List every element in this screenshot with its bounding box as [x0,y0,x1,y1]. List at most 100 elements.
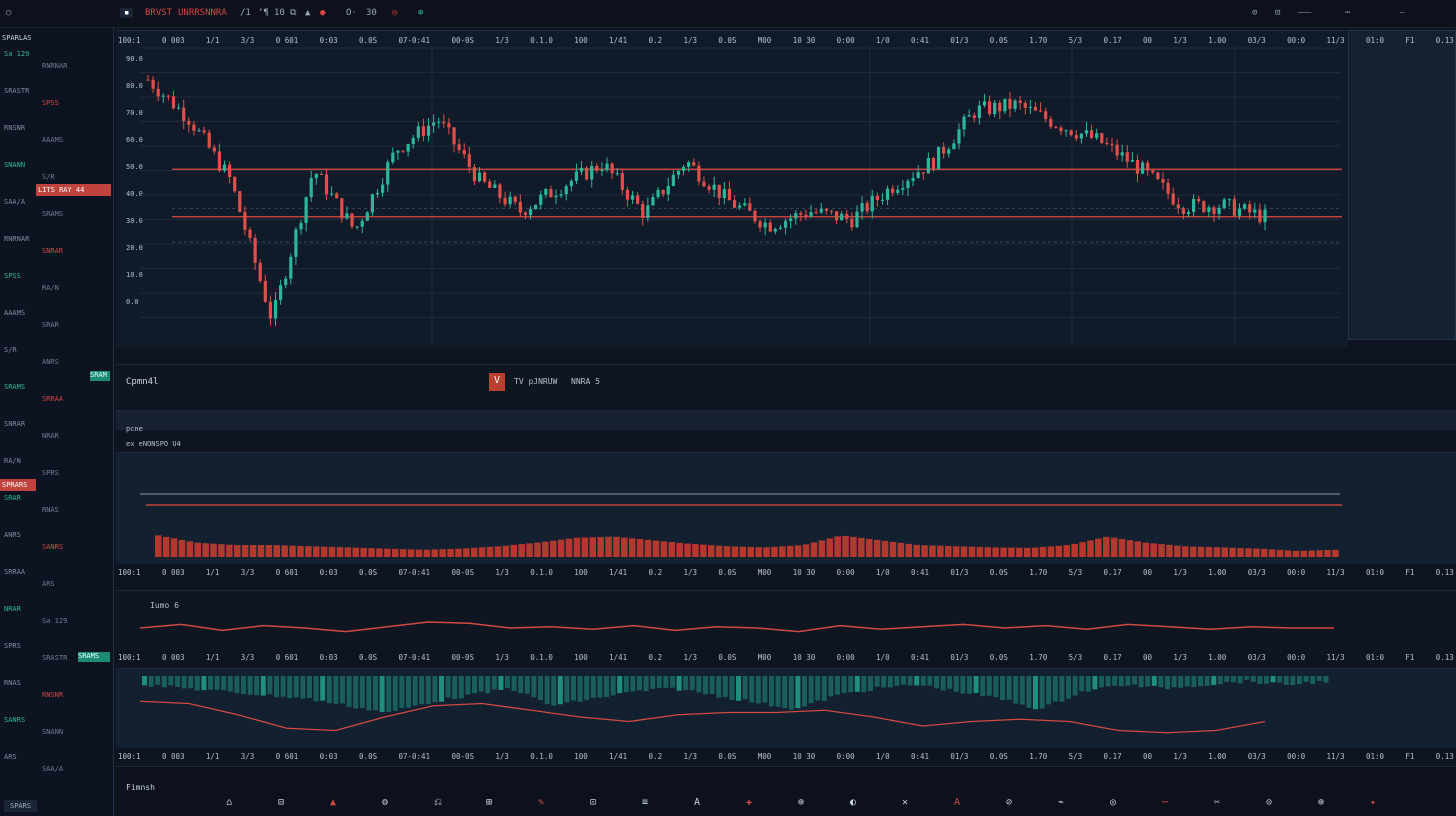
candle [319,173,324,175]
toolbar-tool[interactable]: ⊙ [1266,797,1273,808]
highlight-row-teal-2[interactable]: SRAMS [78,652,110,662]
watchlist-row[interactable]: SNRAR [4,420,26,428]
toolbar-tool[interactable]: ✦ [1370,797,1377,808]
toolbar-tool[interactable]: ✂ [1214,797,1221,808]
candle [483,172,487,182]
watchlist-row[interactable]: SANRS [4,716,26,724]
watchlist-row[interactable]: SRRAA [4,568,26,576]
candle [738,205,742,208]
time-tick: 00-0S [451,653,475,662]
toolbar-tool[interactable]: ◎ [1110,797,1117,808]
indicator-badge[interactable]: V [489,373,505,391]
watchlist-row[interactable]: ARS [4,753,17,761]
volume-panel[interactable] [116,452,1456,564]
watchlist-row[interactable]: S/R [4,346,17,354]
watchlist-row[interactable]: Sa 129 [4,50,30,58]
record-icon[interactable]: ● [320,8,326,18]
main-chart-panel[interactable] [116,30,1348,348]
toolbar-tool[interactable]: A [694,797,701,808]
candle [666,185,670,195]
time-tick: 0.1.0 [530,568,553,577]
tool-5[interactable]: ▲ [305,8,311,18]
toolbar-tool[interactable]: ≡ [642,797,649,808]
toolbar-tool[interactable]: ⌂ [226,797,233,808]
right-tool-2[interactable]: ⊡ [1275,8,1281,18]
toolbar-tool[interactable]: ✎ [538,797,545,808]
toolbar-tool[interactable]: ⚙ [382,797,389,808]
toolbar-tool[interactable]: ⊞ [486,797,493,808]
toolbar-tool[interactable]: ⎌ [434,797,442,808]
watchlist-row[interactable]: SRAR [4,494,21,502]
symbol-label[interactable]: BRVST [145,8,173,18]
candle [636,195,640,204]
toolbar-tool[interactable]: ✚ [746,797,753,808]
watchlist-row[interactable]: SRAMS [4,383,26,391]
tool-2[interactable]: ʼ¶ [258,8,269,18]
tool-7[interactable]: O· [346,8,357,18]
toolbar-tool[interactable]: ⊘ [1006,797,1013,808]
toolbar-tool[interactable]: ✕ [902,797,909,808]
toolbar-tool[interactable]: ⊕ [798,797,805,808]
watchlist-row[interactable]: ANRS [4,531,21,539]
menu-icon[interactable]: ○ [6,8,12,18]
tool-3[interactable]: 10 [274,8,285,18]
watchlist-row-value: SRASTR [42,654,68,662]
toolbar-tool[interactable]: ⊕ [1318,797,1325,808]
watchlist-row[interactable]: NRAR [4,605,21,613]
time-tick: 1.00 [1208,653,1227,662]
teal-icon[interactable]: ⊕ [418,8,424,18]
watchlist-row[interactable]: RNSNR [4,124,26,132]
time-tick: 00:0 [1287,752,1306,761]
candle [437,121,441,123]
toolbar-tool[interactable]: ⊟ [278,797,285,808]
toolbar-tool[interactable]: ◐ [850,797,857,808]
candle [1207,207,1211,212]
watchlist-row[interactable]: SAA/A [4,198,26,206]
app-icon[interactable]: ▪ [120,8,134,18]
tool-1[interactable]: /1 [240,8,251,18]
time-tick: 0.2 [648,568,663,577]
toolbar-tool[interactable]: ⋯ [1162,797,1169,808]
candle [942,146,946,154]
time-tick: 1/0 [876,653,890,662]
toolbar-tool[interactable]: ▲ [330,797,337,808]
right-tool-1[interactable]: ⊙ [1252,8,1258,18]
left-footer-button[interactable]: SPARS [4,800,38,812]
indicator-header: Cpmn4l V TV pJNRUW NNRA 5 [116,364,1456,406]
highlight-row-red-2[interactable]: SPRARS [0,479,36,491]
watchlist-row[interactable]: SPRS [4,642,21,650]
watchlist-row[interactable]: AAAMS [4,309,26,317]
highlight-row-red[interactable]: LITS RAY 44 [36,184,111,196]
time-tick: 1/3 [495,752,509,761]
candle [768,222,772,232]
time-tick: 3/3 [240,752,255,761]
right-tool-3[interactable]: ⎯⎯⎯ [1298,8,1312,18]
toolbar-tool[interactable]: ⌁ [1058,797,1065,808]
alert-icon[interactable]: ◎ [392,8,398,18]
right-tool-5[interactable]: ⎯ [1400,8,1405,18]
indicator-tabs[interactable] [116,410,1456,430]
candle [880,199,885,201]
watchlist-row[interactable]: RNRNAR [4,235,30,243]
candle [442,121,446,124]
watchlist-row[interactable]: SPSS [4,272,21,280]
line-indicator-panel[interactable]: Iumo 6 [116,590,1456,650]
right-tool-4[interactable]: ⋯ [1345,8,1351,18]
tool-4[interactable]: ⧉ [290,8,297,18]
time-tick: 0:41 [910,568,930,577]
highlight-row-teal[interactable]: SRAM [90,371,110,381]
oscillator-panel[interactable] [116,668,1456,748]
volume-sub-1: pcne [126,425,143,433]
watchlist-row[interactable]: SRASTR [4,87,30,95]
watchlist-row[interactable]: RNAS [4,679,21,687]
time-tick: 10 30 [792,653,816,662]
toolbar-tool[interactable]: ⊡ [590,797,597,808]
candle [1074,135,1078,139]
watchlist-row[interactable]: SNANN [4,161,26,169]
toolbar-tool[interactable]: A [954,797,961,808]
candle [426,125,431,136]
watchlist-row[interactable]: RA/N [4,457,21,465]
tool-8[interactable]: 30 [366,8,377,18]
candle [304,197,308,224]
